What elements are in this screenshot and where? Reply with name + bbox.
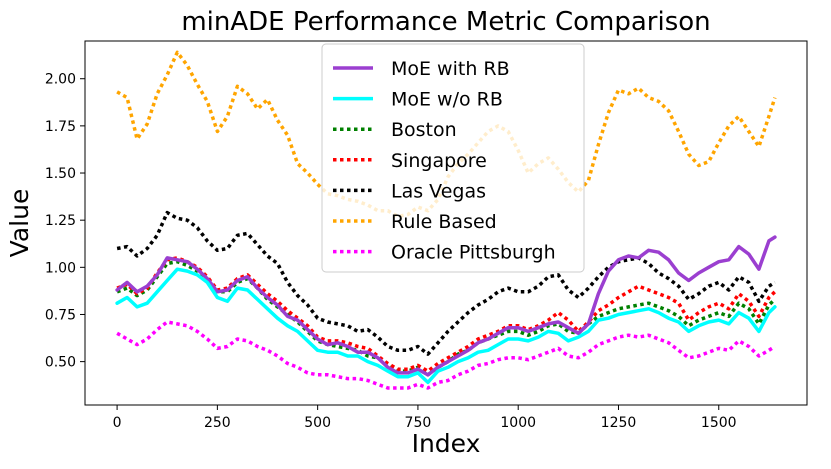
series-line-2 bbox=[116, 259, 777, 377]
y-axis: 0.50 0.75 1.00 1.25 1.50 1.75 2.00 bbox=[45, 72, 85, 371]
legend-label-5: Rule Based bbox=[391, 211, 497, 233]
y-tick-label: 0.50 bbox=[45, 355, 76, 371]
legend: MoE with RB MoE w/o RB Boston Singapore Las … bbox=[321, 43, 585, 273]
x-tick-label: 250 bbox=[204, 415, 231, 431]
plot-frame bbox=[84, 40, 808, 406]
legend-label-6: Oracle Pittsburgh bbox=[391, 242, 556, 264]
y-tick-label: 1.00 bbox=[45, 260, 76, 276]
x-tick-label: 1500 bbox=[701, 415, 737, 431]
y-tick-label: 2.00 bbox=[45, 72, 76, 88]
legend-label-1: MoE w/o RB bbox=[391, 89, 503, 111]
x-tick-label: 1000 bbox=[500, 415, 536, 431]
series-line-3 bbox=[116, 256, 777, 373]
x-tick-label: 500 bbox=[304, 415, 331, 431]
legend-label-3: Singapore bbox=[391, 150, 487, 172]
x-tick-label: 1250 bbox=[601, 415, 637, 431]
y-axis-label: Value bbox=[5, 189, 34, 258]
legend-label-0: MoE with RB bbox=[391, 58, 510, 80]
y-tick-label: 1.50 bbox=[45, 166, 76, 182]
x-tick-label: 0 bbox=[113, 415, 122, 431]
series-line-6 bbox=[116, 320, 776, 390]
legend-label-2: Boston bbox=[391, 119, 457, 141]
legend-label-4: Las Vegas bbox=[391, 180, 486, 202]
y-tick-label: 0.75 bbox=[45, 307, 76, 323]
x-axis-label: Index bbox=[412, 429, 481, 458]
series-line-0 bbox=[115, 235, 777, 377]
series-line-1 bbox=[115, 267, 777, 385]
y-tick-label: 1.25 bbox=[45, 213, 76, 229]
x-axis: 0 250 500 750 1000 1250 1500 bbox=[113, 405, 737, 431]
series-line-4 bbox=[116, 210, 776, 356]
chart-title: minADE Performance Metric Comparison bbox=[181, 7, 710, 37]
y-tick-label: 1.75 bbox=[45, 119, 76, 135]
x-tick-label: 750 bbox=[405, 415, 432, 431]
legend-box bbox=[321, 43, 585, 273]
